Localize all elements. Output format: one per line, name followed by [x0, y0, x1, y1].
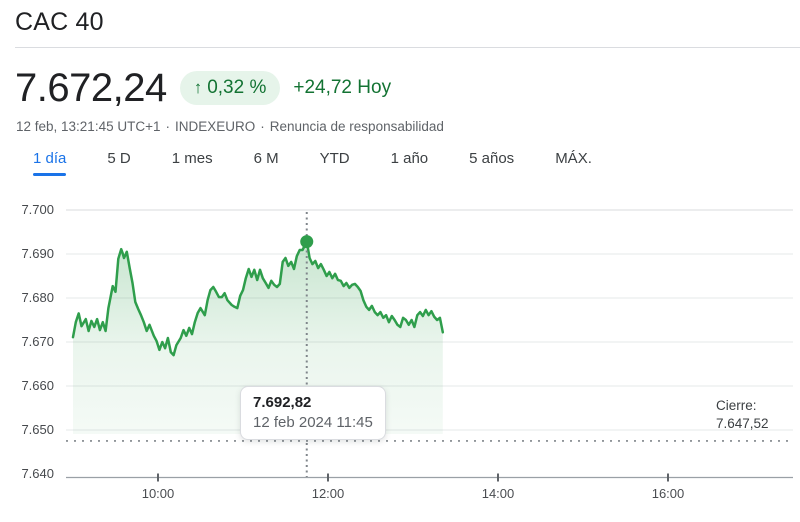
y-tick-label: 7.700	[21, 202, 54, 217]
quote-row: 7.672,24 ↑ 0,32 % +24,72 Hoy	[15, 66, 391, 110]
x-tick-label: 10:00	[141, 486, 175, 501]
change-percent-badge: ↑ 0,32 %	[179, 71, 281, 105]
tab-max[interactable]: MÁX.	[555, 150, 592, 167]
price-chart[interactable]: 7.700 7.690 7.680 7.670 7.660 7.650 7.640 10:0…	[0, 200, 800, 522]
y-tick-label: 7.670	[21, 334, 54, 349]
selected-point-marker	[300, 235, 314, 249]
time-range-tabs: 1 día 5 D 1 mes 6 M YTD 1 año 5 años MÁX…	[33, 150, 592, 176]
quote-meta-line: 12 feb, 13:21:45 UTC+1 · INDEXEURO · Ren…	[16, 119, 444, 134]
tab-ytd[interactable]: YTD	[319, 150, 350, 167]
meta-separator: ·	[165, 119, 170, 134]
close-caption: Cierre:	[716, 398, 757, 413]
tooltip-value: 7.692,82	[253, 394, 312, 411]
tab-1-dia[interactable]: 1 día	[33, 150, 67, 176]
change-percent-value: 0,32 %	[207, 77, 267, 98]
up-arrow-icon: ↑	[193, 78, 203, 97]
price-line	[71, 240, 445, 357]
y-tick-label: 7.640	[21, 466, 54, 481]
meta-separator: ·	[260, 119, 265, 134]
price-area-fill	[73, 241, 443, 434]
y-tick-label: 7.680	[21, 290, 54, 305]
tab-5-anos[interactable]: 5 años	[469, 150, 515, 167]
tab-5-d[interactable]: 5 D	[107, 150, 131, 167]
quote-timestamp: 12 feb, 13:21:45 UTC+1	[16, 119, 161, 134]
tooltip-datetime: 12 feb 2024 11:45	[253, 414, 373, 431]
close-value: 7.647,52	[716, 416, 769, 431]
disclaimer-link[interactable]: Renuncia de responsabilidad	[269, 119, 444, 134]
tab-1-mes[interactable]: 1 mes	[171, 150, 213, 167]
exchange-name: INDEXEURO	[174, 119, 256, 134]
chart-tooltip: 7.692,82 12 feb 2024 11:45	[240, 386, 386, 440]
previous-close-label: Cierre: 7.647,52	[716, 397, 769, 433]
change-absolute-today: +24,72 Hoy	[293, 77, 392, 98]
current-price: 7.672,24	[15, 66, 167, 110]
y-tick-label: 7.650	[21, 422, 54, 437]
x-tick-label: 14:00	[481, 486, 515, 501]
header-divider	[15, 47, 800, 48]
page-title: CAC 40	[15, 8, 104, 36]
tab-6-m[interactable]: 6 M	[253, 150, 279, 167]
x-tick-label: 16:00	[651, 486, 685, 501]
y-tick-label: 7.690	[21, 246, 54, 261]
y-tick-label: 7.660	[21, 378, 54, 393]
x-tick-label: 12:00	[311, 486, 345, 501]
chart-canvas[interactable]	[0, 200, 800, 522]
tab-1-ano[interactable]: 1 año	[390, 150, 429, 167]
